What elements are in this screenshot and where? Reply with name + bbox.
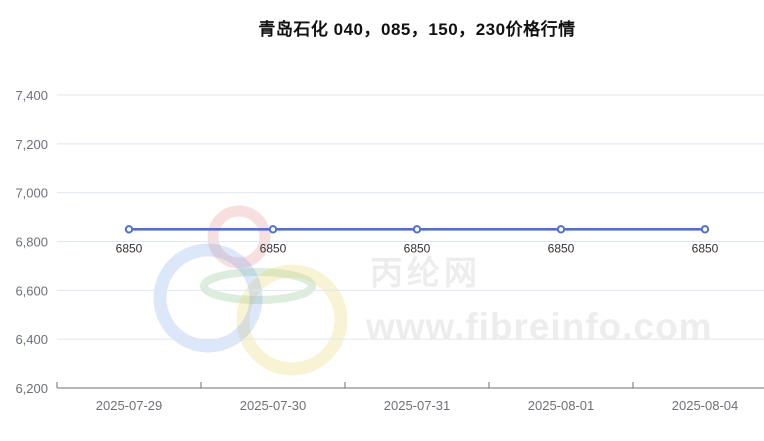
svg-text:2025-08-04: 2025-08-04 (672, 398, 739, 413)
svg-text:2025-08-01: 2025-08-01 (528, 398, 595, 413)
watermark-site-url: www.fibreinfo.com (365, 306, 713, 347)
svg-text:6850: 6850 (260, 241, 287, 255)
svg-text:7,000: 7,000 (15, 186, 48, 201)
y-axis-labels: 6,200 6,400 6,600 6,800 7,000 7,200 7,400 (15, 88, 48, 396)
svg-text:6850: 6850 (548, 241, 575, 255)
data-point-labels: 6850 6850 6850 6850 6850 (116, 241, 719, 255)
svg-text:2025-07-31: 2025-07-31 (384, 398, 451, 413)
svg-text:6850: 6850 (692, 241, 719, 255)
svg-text:6,600: 6,600 (15, 283, 48, 298)
svg-text:6850: 6850 (116, 241, 143, 255)
grid-lines (57, 94, 764, 389)
watermark-site-name: 丙纶网 (370, 254, 481, 291)
svg-text:2025-07-30: 2025-07-30 (240, 398, 307, 413)
svg-text:2025-07-29: 2025-07-29 (96, 398, 163, 413)
svg-text:6850: 6850 (404, 241, 431, 255)
svg-text:7,400: 7,400 (15, 88, 48, 103)
svg-text:6,200: 6,200 (15, 381, 48, 396)
x-axis: 2025-07-29 2025-07-30 2025-07-31 2025-08-01… (56, 382, 739, 413)
fibreinfo-rings-logo-watermark (153, 205, 348, 376)
price-line-series (124, 225, 710, 234)
svg-text:7,200: 7,200 (15, 137, 48, 152)
svg-text:6,800: 6,800 (15, 235, 48, 250)
svg-text:6,400: 6,400 (15, 332, 48, 347)
chart-title: 青岛石化 040，085，150，230价格行情 (258, 20, 576, 39)
